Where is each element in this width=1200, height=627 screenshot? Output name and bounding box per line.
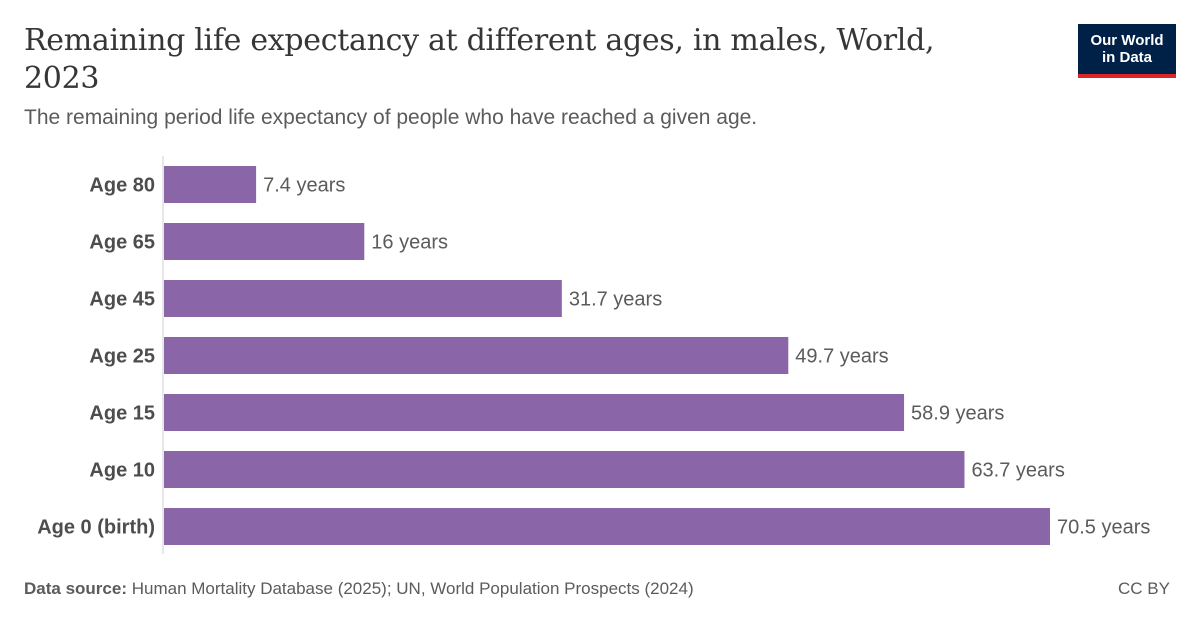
data-source-label: Data source: <box>24 579 127 598</box>
category-label: Age 0 (birth) <box>37 517 155 539</box>
bar[interactable] <box>164 394 905 431</box>
value-label: 63.7 years <box>971 460 1064 482</box>
logo-accent-bar <box>1078 74 1176 78</box>
category-label: Age 80 <box>89 175 155 197</box>
value-label: 7.4 years <box>263 175 345 197</box>
category-label: Age 10 <box>89 460 155 482</box>
value-label: 31.7 years <box>569 289 662 311</box>
owid-logo[interactable]: Our World in Data <box>1078 24 1176 78</box>
data-source: Data source: Human Mortality Database (2… <box>24 579 694 599</box>
data-source-text[interactable]: Human Mortality Database (2025); UN, Wor… <box>131 579 694 598</box>
bar[interactable] <box>164 223 365 260</box>
category-label: Age 15 <box>89 403 155 425</box>
chart-title: Remaining life expectancy at different a… <box>24 23 935 96</box>
chart-subtitle: The remaining period life expectancy of … <box>24 106 758 129</box>
bar[interactable] <box>164 451 965 488</box>
value-label: 70.5 years <box>1057 517 1150 539</box>
category-label: Age 25 <box>89 346 155 368</box>
value-label: 49.7 years <box>795 346 888 368</box>
bar[interactable] <box>164 508 1050 545</box>
bar[interactable] <box>164 337 789 374</box>
value-label: 58.9 years <box>911 403 1004 425</box>
logo-line-2: in Data <box>1101 49 1152 66</box>
logo-line-1: Our World <box>1090 32 1164 49</box>
license-link[interactable]: CC BY <box>1118 579 1170 598</box>
bar[interactable] <box>164 166 257 203</box>
category-label: Age 65 <box>89 232 155 254</box>
category-label: Age 45 <box>89 289 155 311</box>
bar[interactable] <box>164 280 562 317</box>
value-label: 16 years <box>371 232 448 254</box>
